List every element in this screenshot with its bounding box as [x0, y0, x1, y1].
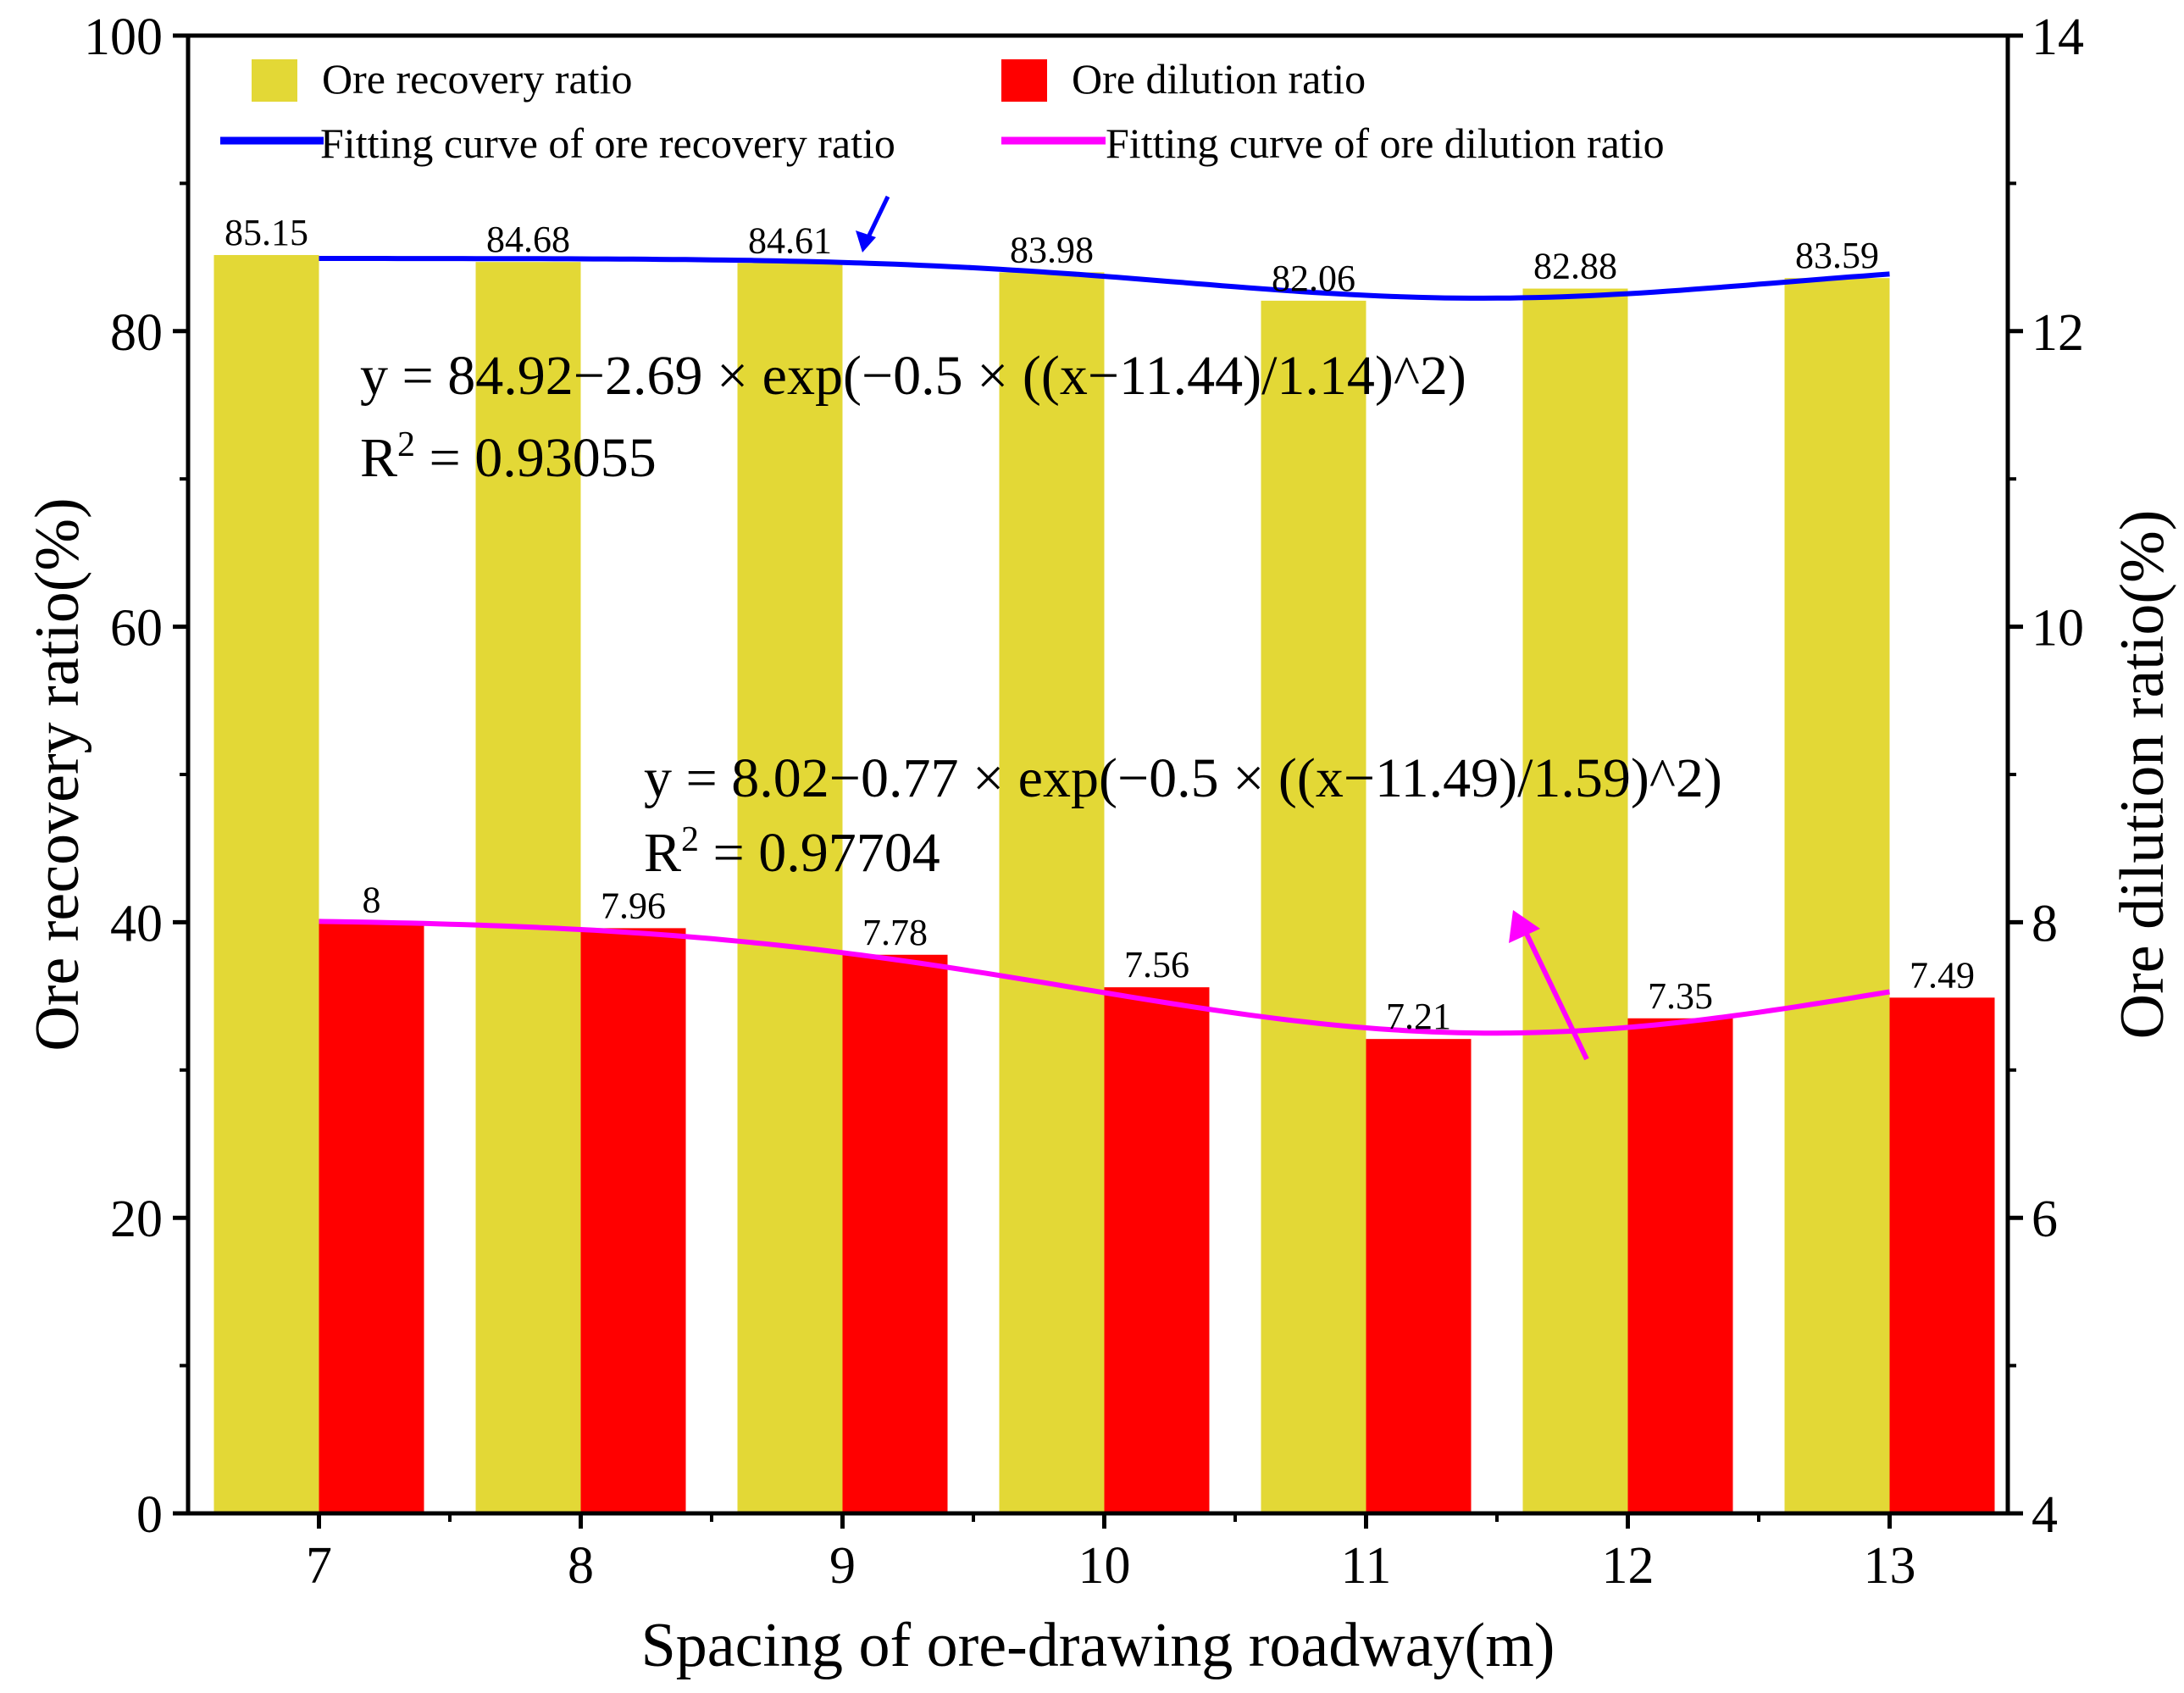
bar-recovery	[737, 263, 843, 1513]
recovery-fit-arrow	[856, 195, 890, 253]
legend: Ore recovery ratio Ore dilution ratio Fi…	[220, 55, 1665, 167]
bar-dilution	[1366, 1039, 1472, 1513]
y-right-tick-label: 10	[2032, 600, 2084, 658]
dilution-bars-group	[319, 922, 1995, 1513]
bar-label-recovery: 84.68	[486, 219, 570, 260]
dilution-r2-sup: 2	[681, 820, 699, 859]
bar-dilution	[319, 922, 424, 1513]
bar-dilution	[842, 954, 948, 1513]
x-tick-label: 10	[1078, 1537, 1131, 1595]
dilution-fit-arrow	[1509, 910, 1589, 1061]
dilution-r2-value: = 0.97704	[699, 822, 940, 884]
recovery-fit-equation: y = 84.92−2.69 × exp(−0.5 × ((x−11.44)/1…	[360, 345, 1466, 407]
recovery-r2-label: R	[360, 427, 397, 489]
bar-label-recovery: 82.88	[1533, 246, 1617, 287]
y-right-tick-label: 14	[2032, 8, 2084, 66]
y-left-tick-label: 100	[84, 8, 163, 66]
y-left-tick-label: 40	[110, 895, 163, 952]
axis-ticks-group: 0 20 40 60 80 100 4 6 8 10 12 14 7 8 9 10 11 12 13	[84, 8, 2084, 1595]
x-tick-label: 11	[1341, 1537, 1392, 1595]
dilution-fit-r2: R2 = 0.97704	[644, 820, 940, 884]
recovery-fit-r2: R2 = 0.93055	[360, 425, 657, 489]
y-right-tick-label: 12	[2032, 304, 2084, 362]
bar-label-recovery: 83.98	[1010, 229, 1094, 270]
y-left-tick-label: 0	[136, 1486, 163, 1544]
bar-label-dilution: 7.56	[1124, 944, 1189, 985]
bar-label-dilution: 8	[363, 879, 381, 920]
legend-label-recovery: Ore recovery ratio	[322, 55, 632, 103]
bar-recovery	[1784, 278, 1890, 1513]
bar-label-recovery: 82.06	[1272, 258, 1355, 299]
y-right-tick-label: 8	[2032, 895, 2058, 952]
x-tick-label: 13	[1864, 1537, 1916, 1595]
y-left-tick-label: 80	[110, 304, 163, 362]
bar-labels-group: 85.15 8 84.68 7.96 84.61 7.78 83.98 7.56 82.06 7.…	[224, 212, 1975, 1037]
bar-label-dilution: 7.49	[1910, 954, 1975, 996]
fit-curves-group	[319, 256, 1890, 1036]
bar-recovery	[213, 254, 319, 1513]
bar-recovery	[999, 272, 1105, 1513]
bar-recovery	[1261, 300, 1366, 1514]
y-axis-right-title: Ore dilution ratio(%)	[2108, 510, 2177, 1040]
y-axis-left-title: Ore recovery ratio(%)	[23, 497, 92, 1051]
bar-label-dilution: 7.96	[601, 885, 666, 926]
y-left-tick-label: 60	[110, 600, 163, 658]
bar-dilution	[1627, 1018, 1733, 1513]
legend-label-dilution-fit: Fitting curve of ore dilution ratio	[1106, 119, 1665, 167]
dilution-r2-label: R	[644, 822, 681, 884]
bar-recovery	[1522, 288, 1628, 1514]
bar-dilution	[580, 928, 686, 1513]
recovery-r2-sup: 2	[397, 425, 415, 464]
x-tick-label: 9	[829, 1537, 856, 1595]
fit-curve-recovery	[319, 256, 1890, 301]
bar-label-dilution: 7.78	[862, 912, 928, 953]
bar-label-dilution: 7.21	[1386, 996, 1451, 1037]
recovery-bars-group	[213, 254, 1890, 1514]
legend-label-dilution: Ore dilution ratio	[1072, 55, 1366, 103]
x-tick-label: 8	[568, 1537, 594, 1595]
y-right-tick-label: 4	[2032, 1486, 2058, 1544]
recovery-r2-value: = 0.93055	[415, 427, 657, 489]
bar-dilution	[1889, 997, 1995, 1513]
bar-dilution	[1104, 987, 1210, 1513]
y-left-tick-label: 20	[110, 1191, 163, 1248]
x-tick-label: 12	[1602, 1537, 1655, 1595]
bar-label-recovery: 85.15	[224, 212, 308, 253]
y-right-tick-label: 6	[2032, 1191, 2058, 1248]
bar-recovery	[475, 262, 581, 1513]
legend-swatch-dilution	[1001, 59, 1047, 102]
dilution-fit-equation: y = 8.02−0.77 × exp(−0.5 × ((x−11.49)/1.…	[644, 747, 1722, 809]
bar-label-recovery: 83.59	[1795, 235, 1879, 276]
x-axis-title: Spacing of ore-drawing roadway(m)	[641, 1611, 1555, 1680]
x-tick-label: 7	[306, 1537, 332, 1595]
legend-swatch-recovery	[252, 59, 297, 102]
bar-label-dilution: 7.35	[1648, 975, 1713, 1017]
bar-label-recovery: 84.61	[748, 219, 832, 261]
fit-curve-dilution	[319, 919, 1890, 1036]
legend-label-recovery-fit: Fitting curve of ore recovery ratio	[320, 119, 895, 167]
